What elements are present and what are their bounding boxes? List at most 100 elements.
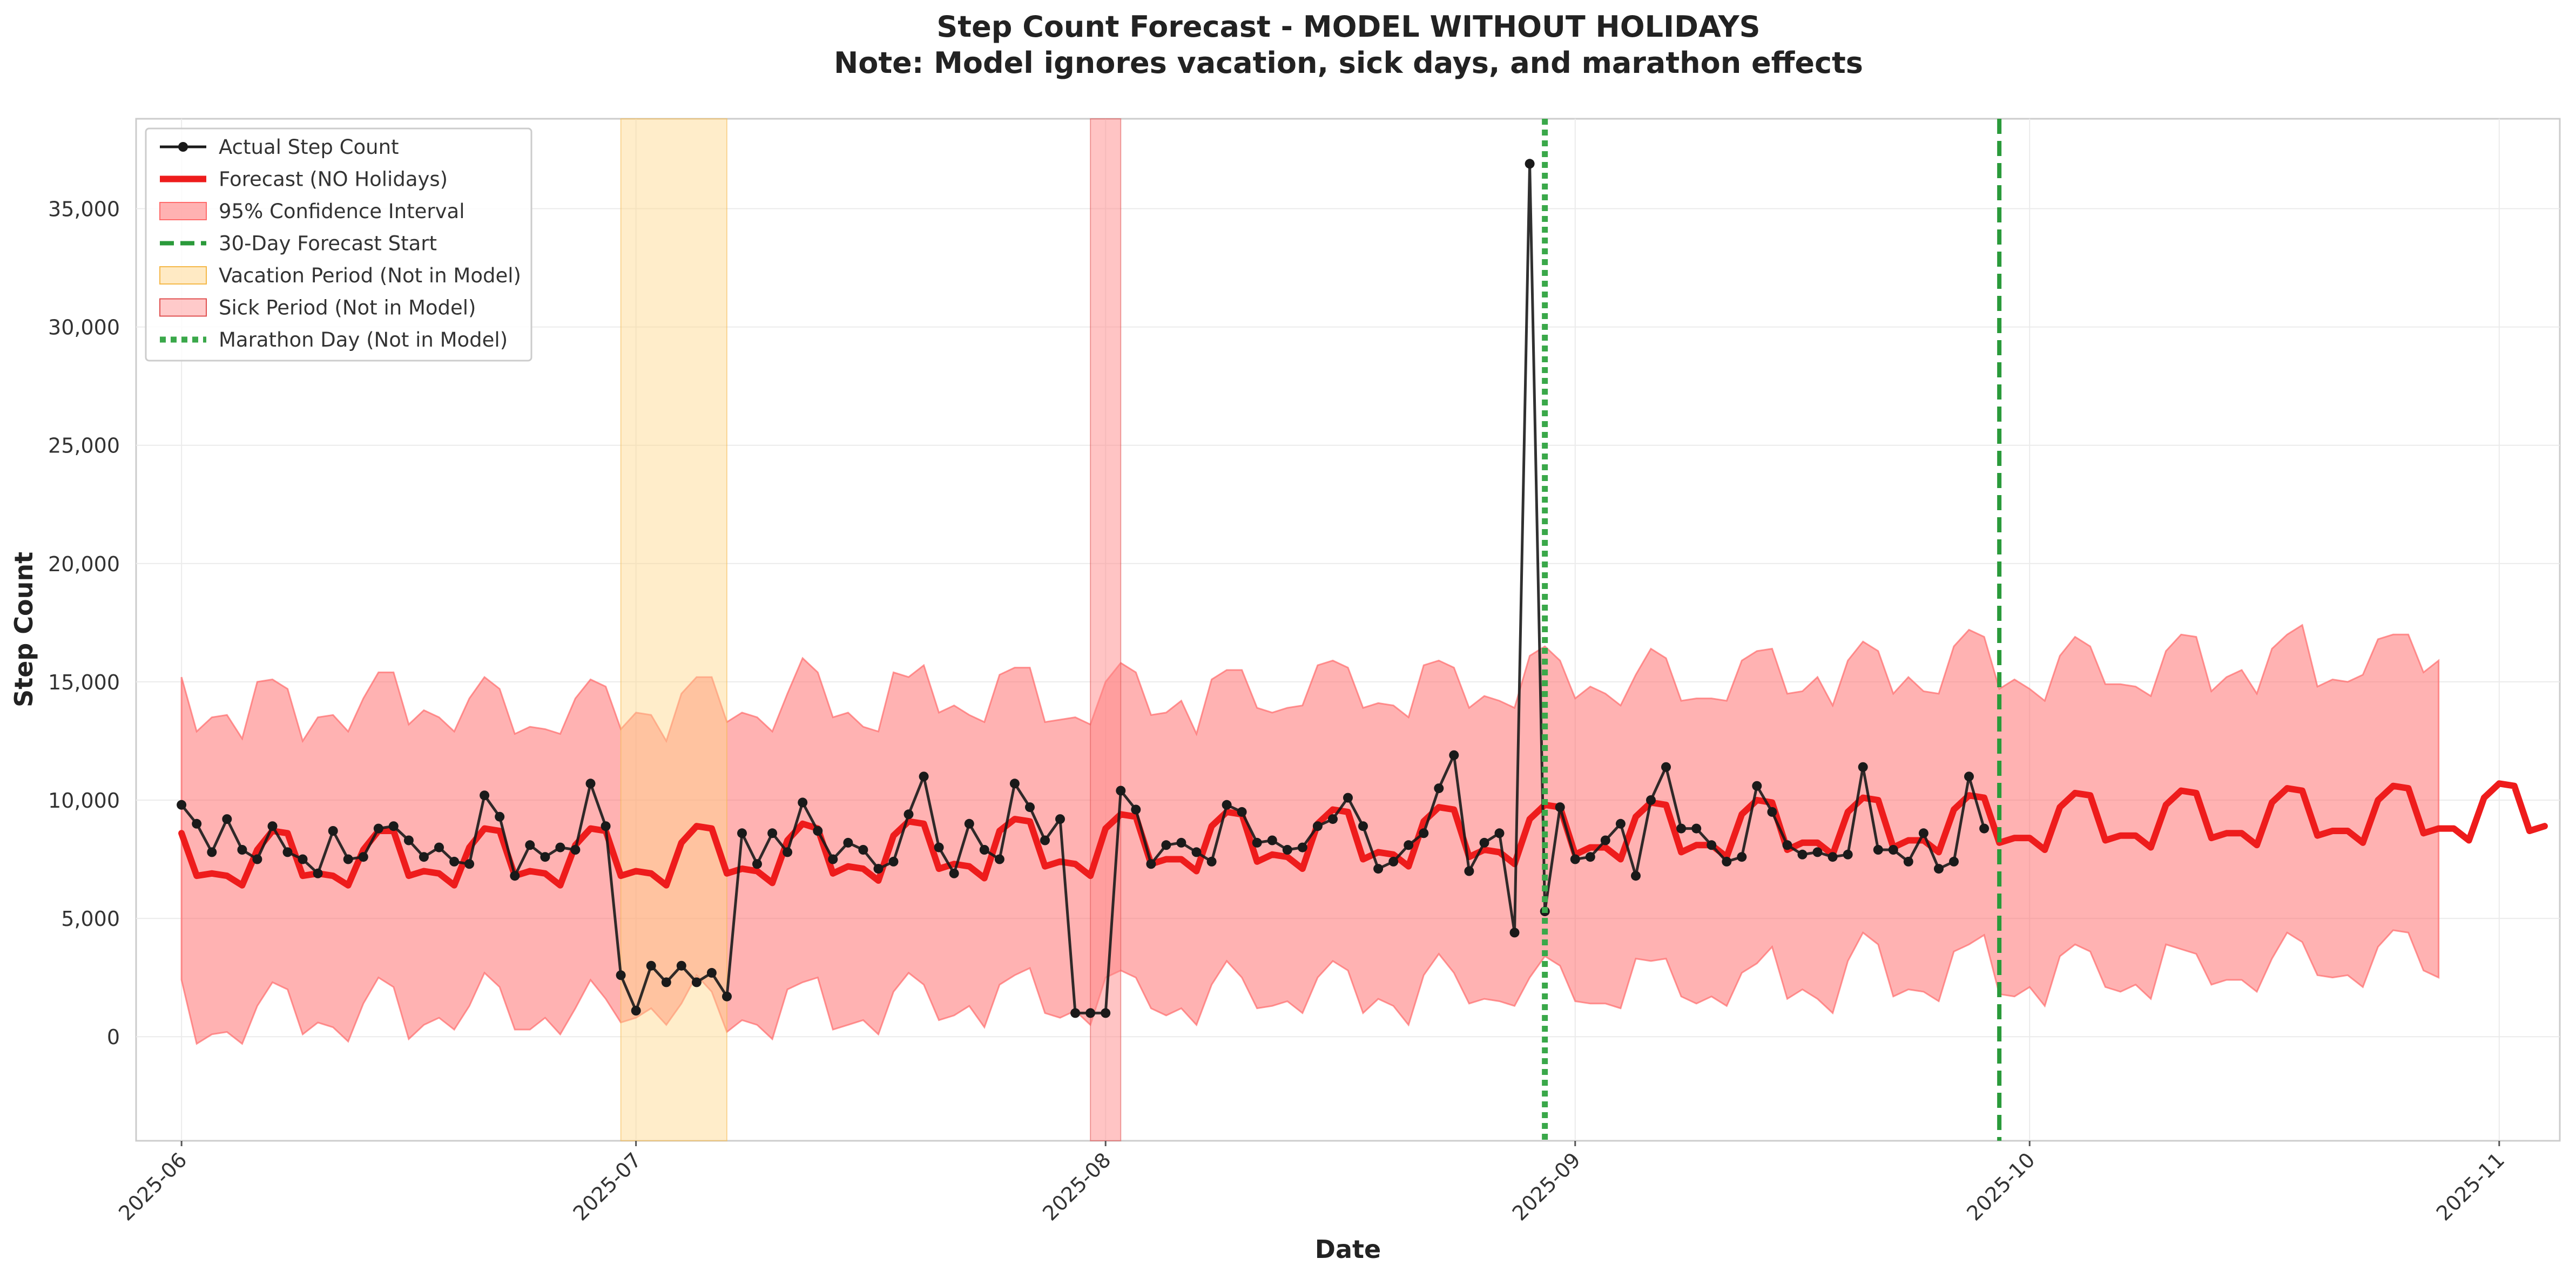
actual-point [1615,818,1626,829]
actual-point [934,842,944,852]
y-tick-label: 15,000 [48,671,120,694]
actual-point [1449,750,1459,760]
legend-label: Marathon Day (Not in Model) [219,328,508,351]
actual-point [722,991,732,1001]
actual-point [1009,779,1020,789]
actual-point [964,818,974,829]
chart-subtitle: Note: Model ignores vacation, sick days,… [834,46,1863,80]
actual-point [752,859,762,869]
actual-point [1646,795,1656,805]
actual-point [1585,852,1595,862]
actual-point [1752,781,1762,791]
actual-point [1358,821,1368,831]
actual-point [1479,837,1489,848]
legend-label: 95% Confidence Interval [219,200,465,223]
actual-point [1101,1008,1111,1018]
actual-point [1631,871,1641,881]
actual-point [873,864,884,874]
actual-point [282,847,293,857]
actual-point [1070,1008,1081,1018]
actual-point [616,970,626,980]
actual-point [358,852,368,862]
actual-point [585,779,596,789]
actual-point [343,854,353,864]
actual-point [1222,800,1232,810]
vacation-period-shade [620,118,727,1141]
actual-point [1722,856,1732,867]
actual-point [1116,786,1126,796]
actual-point [449,856,460,867]
actual-point [1737,852,1747,862]
actual-point [994,854,1004,864]
y-tick-label: 35,000 [48,198,120,221]
actual-point [1191,847,1202,857]
actual-point [1555,802,1565,813]
actual-point [828,854,838,864]
legend-swatch-vacation [159,266,207,285]
actual-point [737,828,747,838]
actual-point [1419,828,1429,838]
actual-point [388,821,399,831]
actual-point [1328,814,1338,824]
actual-point [177,800,187,810]
actual-point [919,772,929,782]
actual-point [1964,772,1974,782]
actual-point [646,960,656,971]
actual-point [1903,856,1913,867]
actual-point [1388,856,1399,867]
actual-point [1373,864,1384,874]
actual-point [1707,840,1717,850]
actual-point [252,854,262,864]
actual-point [1691,823,1702,834]
actual-point [706,967,717,978]
actual-point [1434,783,1444,794]
actual-point [798,797,808,808]
legend-label: Vacation Period (Not in Model) [219,264,521,287]
y-tick-label: 20,000 [48,552,120,576]
actual-point [903,809,914,820]
actual-point [1873,845,1883,855]
y-axis-ticks: 0 5,000 10,000 15,000 20,000 25,000 30,000 35,0… [48,198,120,1050]
actual-point [222,814,232,824]
actual-point [1797,849,1808,860]
actual-point [328,826,338,836]
actual-point [1085,1008,1096,1018]
actual-point [1404,840,1414,850]
actual-point [858,845,868,855]
actual-point [298,854,308,864]
actual-point [979,845,989,855]
legend-box [145,127,532,362]
actual-point [373,823,383,834]
actual-point [403,835,414,845]
sick-period-shade [1090,118,1122,1141]
actual-point [676,960,686,971]
actual-point [434,842,444,852]
x-axis-label: Date [1315,1235,1381,1264]
actual-point [1888,845,1898,855]
actual-series [177,159,1990,1018]
actual-point [419,852,429,862]
actual-point [1782,840,1792,850]
actual-point [1934,864,1944,874]
actual-point [480,790,490,801]
actual-point [1525,159,1535,169]
actual-point [843,837,853,848]
actual-point [1949,856,1959,867]
actual-point [1979,823,1990,834]
actual-point [1828,852,1838,862]
legend-label: 30-Day Forecast Start [219,232,437,255]
legend-swatch-confidence [159,202,207,220]
actual-point [1812,847,1823,857]
confidence-band [180,624,2440,1045]
actual-point [192,818,202,829]
chart-title: Step Count Forecast - MODEL WITHOUT HOLI… [936,10,1760,44]
actual-point [1570,854,1580,864]
legend: Actual Step Count Forecast (NO Holidays) 9… [145,127,532,362]
actual-point [1267,835,1277,845]
legend-swatch-sick [159,298,207,317]
actual-point [631,1006,641,1016]
actual-point [207,847,217,857]
actual-point [570,845,581,855]
actual-point [783,847,793,857]
